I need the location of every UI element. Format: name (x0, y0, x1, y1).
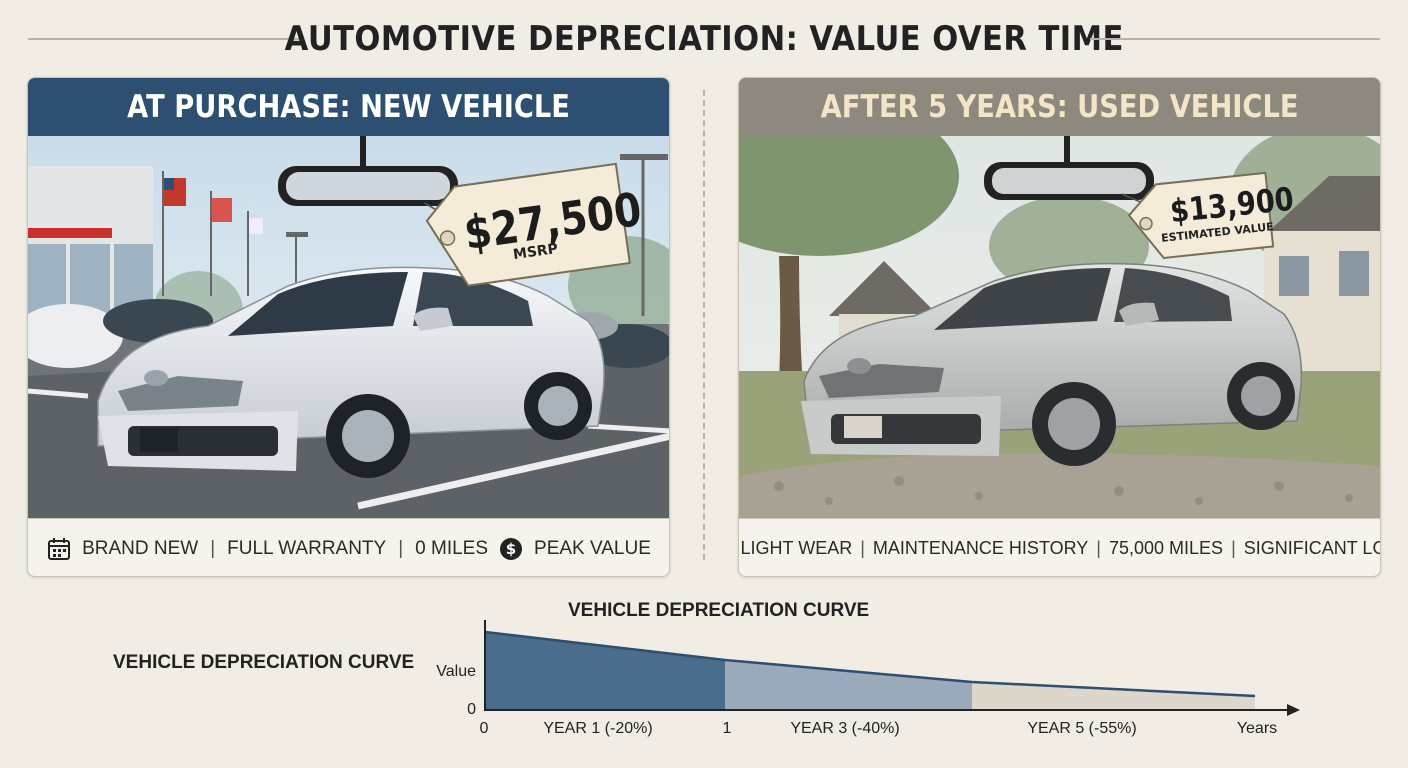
used-vehicle-title: AFTER 5 YEARS: USED VEHICLE (820, 89, 1299, 125)
segment-label-year-3: YEAR 3 (-40%) (790, 720, 899, 737)
footer-separator: | (1231, 538, 1236, 558)
footer-maintenance-history: MAINTENANCE HISTORY (872, 538, 1089, 558)
new-vehicle-footer: BRAND NEW | FULL WARRANTY | 0 MILES $ PE… (28, 518, 669, 576)
flags (162, 171, 263, 296)
new-vehicle-panel: AT PURCHASE: NEW VEHICLE (27, 77, 670, 577)
page-title: AUTOMOTIVE DEPRECIATION: VALUE OVER TIME (284, 19, 1124, 59)
panel-divider (703, 90, 705, 560)
segment-label-year-1: YEAR 1 (-20%) (543, 720, 652, 737)
msrp-price-tag (424, 162, 631, 287)
title-rule-right (1090, 38, 1380, 40)
x-tick-0: 0 (480, 720, 489, 737)
new-vehicle-illustration (28, 136, 669, 518)
footer-brand-new: BRAND NEW (82, 537, 199, 559)
depreciation-chart-svg: Value 0 0 1 YEAR 1 (-20%) YEAR 3 (-40%) … (436, 620, 1300, 737)
x-axis-arrow (1287, 704, 1300, 716)
title-row: AUTOMOTIVE DEPRECIATION: VALUE OVER TIME (0, 14, 1408, 64)
footer-separator: | (210, 537, 216, 559)
new-vehicle-header: AT PURCHASE: NEW VEHICLE (28, 78, 669, 136)
footer-separator: | (1096, 538, 1101, 558)
y-label: Value (436, 663, 476, 680)
used-vehicle-scene: $13,900 ESTIMATED VALUE (739, 136, 1380, 518)
house-right (1264, 176, 1380, 371)
footer-full-warranty: FULL WARRANTY (227, 537, 387, 559)
segment-year-5 (972, 682, 1255, 710)
x-unit-label: Years (1237, 720, 1277, 737)
rear-view-mirror (278, 136, 458, 206)
rear-view-mirror (984, 136, 1154, 200)
calendar-icon (46, 536, 72, 562)
svg-text:$: $ (506, 540, 516, 558)
footer-separator: | (398, 537, 404, 559)
used-vehicle-header: AFTER 5 YEARS: USED VEHICLE (739, 78, 1380, 136)
dollar-icon: $ (498, 536, 524, 562)
y-zero-label: 0 (467, 701, 476, 718)
new-car (97, 266, 605, 478)
footer-zero-miles: 0 MILES (415, 537, 489, 559)
segment-year-1 (485, 632, 725, 710)
depreciation-chart: VEHICLE DEPRECIATION CURVE VEHICLE DEPRE… (0, 590, 1408, 768)
x-tick-1: 1 (723, 720, 732, 737)
chart-side-label: VEHICLE DEPRECIATION CURVE (113, 652, 415, 673)
title-rule-left (28, 38, 300, 40)
segment-year-3 (725, 660, 972, 710)
used-vehicle-footer: LIGHT WEAR | MAINTENANCE HISTORY | 75,00… (739, 518, 1380, 576)
used-vehicle-illustration (739, 136, 1380, 518)
footer-separator: | (860, 538, 865, 558)
used-vehicle-panel: AFTER 5 YEARS: USED VEHICLE (738, 77, 1381, 577)
new-vehicle-scene: $27,500 MSRP (28, 136, 669, 518)
new-vehicle-title: AT PURCHASE: NEW VEHICLE (127, 89, 570, 125)
used-car (801, 262, 1303, 466)
depreciation-line (484, 630, 1256, 698)
segment-label-year-5: YEAR 5 (-55%) (1027, 720, 1136, 737)
footer-significant-loss: SIGNIFICANT LOSS (1243, 538, 1380, 558)
footer-light-wear: LIGHT WEAR (740, 538, 853, 558)
footer-miles: 75,000 MILES (1108, 538, 1224, 558)
estimated-value-tag (1121, 171, 1275, 259)
footer-peak-value: PEAK VALUE (534, 537, 651, 559)
chart-title: VEHICLE DEPRECIATION CURVE (568, 600, 870, 621)
